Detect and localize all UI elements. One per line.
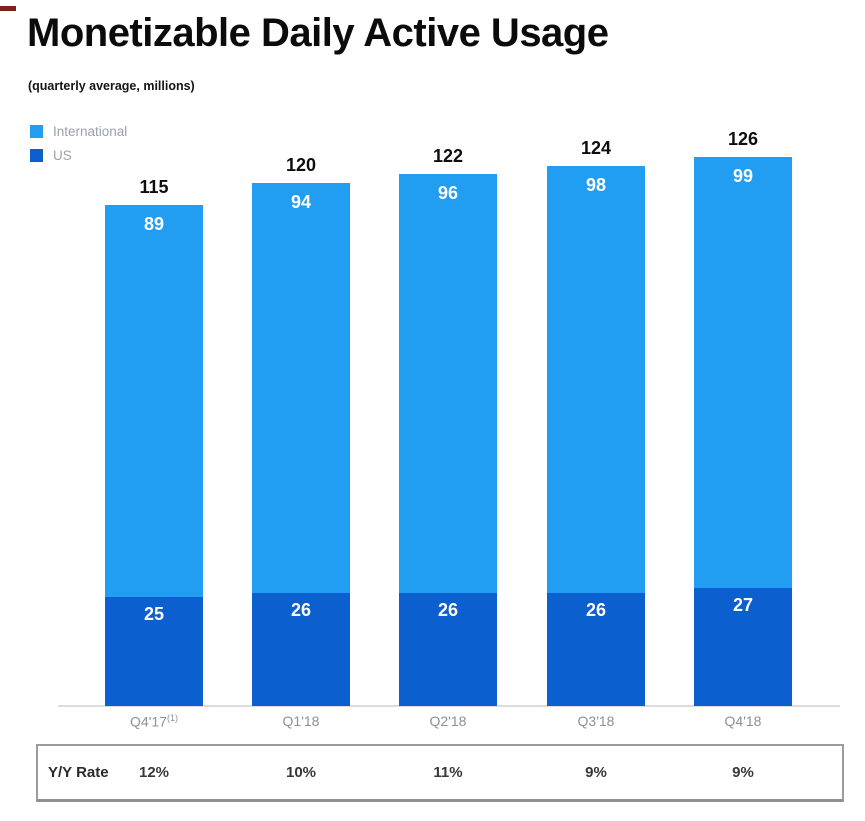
international-value-label: 99: [732, 166, 754, 186]
international-value-label: 94: [290, 192, 312, 212]
international-value-label: 96: [437, 183, 459, 203]
bar-segment-international: 98: [547, 166, 645, 593]
bar-total-label: 115: [139, 177, 169, 197]
us-swatch-icon: [30, 148, 43, 162]
us-value-label: 26: [437, 600, 459, 620]
x-axis-label-text: Q4'17: [130, 713, 167, 730]
bar-segment-us: 26: [547, 593, 645, 706]
us-value-label: 27: [732, 595, 754, 615]
x-axis-label: Q1'18: [252, 713, 350, 729]
international-swatch-icon: [30, 124, 43, 138]
bar-total-label: 122: [432, 146, 464, 166]
yoy-rate-value: 9%: [732, 764, 754, 781]
yoy-rate-value: 11%: [433, 764, 463, 781]
yoy-rate-row-label: Y/Y Rate: [48, 764, 109, 781]
bar-segment-international: 96: [399, 174, 497, 593]
bar-segment-international: 89: [105, 205, 203, 597]
page-title: Monetizable Daily Active Usage: [27, 11, 609, 55]
page-subtitle: (quarterly average, millions): [28, 79, 195, 93]
bar-segment-us: 26: [399, 593, 497, 706]
yoy-rate-table: [36, 744, 844, 802]
us-value-label: 26: [290, 600, 312, 620]
footnote-marker: (1): [166, 713, 178, 723]
bar-total-label: 120: [285, 155, 317, 175]
bar-segment-us: 25: [105, 597, 203, 706]
x-axis-label-text: Q1'18: [282, 713, 320, 729]
x-axis-label: Q4'18: [694, 713, 792, 729]
crop-artifact-mark: [0, 6, 16, 11]
bar-total-label: 126: [727, 129, 759, 149]
x-axis-line: [58, 705, 840, 707]
x-axis-label-text: Q4'18: [724, 713, 762, 729]
x-axis-label-text: Q2'18: [429, 713, 467, 729]
chart-legend: International US: [30, 119, 127, 167]
bar-segment-us: 26: [252, 593, 350, 706]
bar-segment-us: 27: [694, 588, 792, 706]
legend-label: International: [53, 123, 128, 139]
yoy-rate-value: 9%: [585, 764, 607, 781]
legend-label: US: [53, 147, 72, 163]
yoy-rate-value: 12%: [138, 764, 170, 781]
international-value-label: 98: [585, 175, 607, 195]
bar-segment-international: 99: [694, 157, 792, 588]
bar-total-label: 124: [580, 138, 612, 158]
yoy-rate-value: 10%: [285, 764, 317, 781]
bar-segment-international: 94: [252, 183, 350, 593]
legend-item-us: US: [30, 143, 127, 167]
international-value-label: 89: [143, 214, 165, 234]
legend-item-international: International: [30, 119, 127, 143]
x-axis-label: Q4'17(1): [105, 713, 203, 730]
x-axis-label-text: Q3'18: [577, 713, 615, 729]
us-value-label: 25: [143, 604, 165, 624]
us-value-label: 26: [585, 600, 607, 620]
x-axis-label: Q2'18: [399, 713, 497, 729]
x-axis-label: Q3'18: [547, 713, 645, 729]
